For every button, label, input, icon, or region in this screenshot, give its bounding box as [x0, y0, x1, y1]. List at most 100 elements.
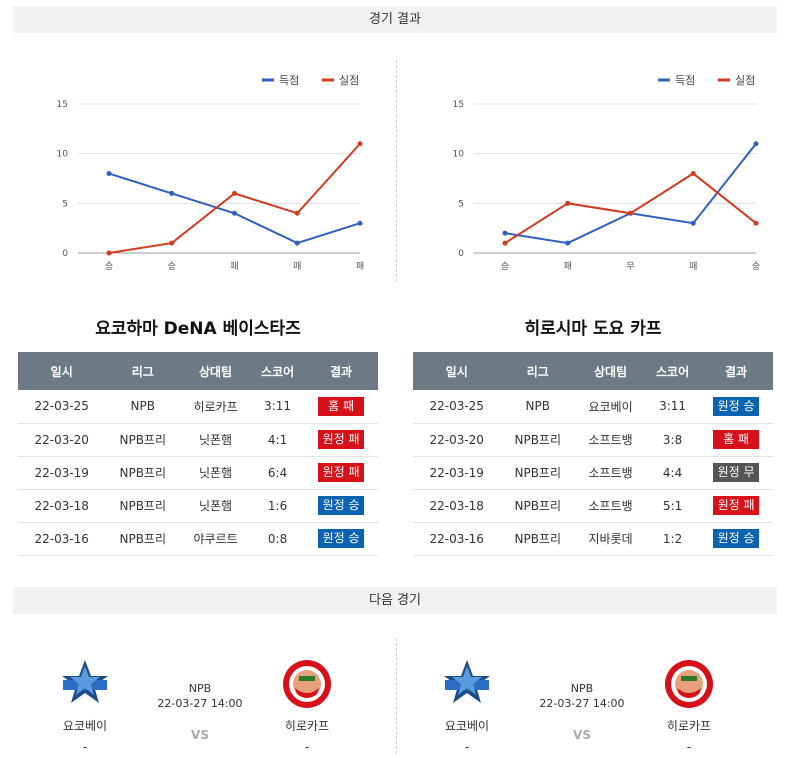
cell-opponent: 야쿠르트	[180, 522, 251, 556]
cell-date: 22-03-19	[413, 456, 501, 490]
data-point	[690, 171, 696, 177]
legend-label: 실점	[339, 74, 359, 87]
cell-opponent: 소프트뱅	[575, 423, 646, 457]
y-tick-label: 0	[458, 249, 464, 259]
cell-opponent: 닛폰햄	[180, 456, 251, 490]
y-tick-label: 0	[62, 249, 68, 259]
cell-result: 원정 무	[699, 456, 773, 490]
cell-score: 3:11	[250, 390, 305, 424]
data-point	[690, 220, 696, 226]
cell-opponent: 닛폰햄	[180, 423, 251, 457]
data-point	[628, 210, 633, 216]
cell-date: 22-03-19	[18, 456, 106, 490]
game-datetime: 22-03-27 14:00	[539, 697, 625, 710]
column-header: 리그	[500, 352, 576, 390]
home-team-name: 요코베이	[62, 719, 108, 733]
x-tick-label: 승	[501, 261, 509, 272]
cell-opponent: 지바롯데	[575, 522, 646, 556]
data-point	[565, 200, 571, 206]
home-team[interactable]: 요코베이 -	[40, 658, 130, 754]
data-point	[565, 240, 571, 246]
game-league: NPB	[188, 682, 212, 695]
cell-result: 원정 패	[304, 456, 378, 490]
x-tick-label: 패	[230, 261, 238, 272]
data-point	[106, 171, 112, 177]
y-tick-label: 10	[453, 150, 465, 160]
table-row: 22-03-19 NPB프리 소프트뱅 4:4 원정 무	[413, 456, 773, 490]
home-team[interactable]: 요코베이 -	[422, 658, 512, 754]
result-badge: 원정 무	[713, 463, 760, 482]
cell-date: 22-03-20	[413, 423, 501, 457]
team-title-right: 히로시마 도요 카프	[524, 319, 662, 339]
home-team-score: -	[464, 740, 470, 754]
table-row: 22-03-18 NPB프리 닛폰햄 1:6 원정 승	[18, 489, 378, 523]
result-badge: 원정 패	[713, 496, 760, 515]
table-row: 22-03-20 NPB프리 소프트뱅 3:8 홈 패	[413, 423, 773, 457]
baystars-logo-icon	[62, 660, 108, 703]
cell-opponent: 소프트뱅	[575, 489, 646, 523]
result-badge: 원정 패	[318, 430, 365, 449]
home-team-name: 요코베이	[444, 719, 490, 733]
game-league: NPB	[570, 682, 594, 695]
cell-league: NPB	[500, 390, 576, 424]
column-header: 리그	[105, 352, 181, 390]
table-row: 22-03-16 NPB프리 지바롯데 1:2 원정 승	[413, 522, 773, 556]
team-title-left: 요코하마 DeNA 베이스타즈	[95, 319, 301, 339]
cell-league: NPB프리	[105, 489, 181, 523]
column-header: 스코어	[645, 352, 700, 390]
cell-result: 홈 패	[699, 423, 773, 457]
away-team-score: -	[686, 740, 692, 754]
data-point	[169, 240, 175, 246]
cell-league: NPB	[105, 390, 181, 424]
away-team[interactable]: 히로카프 -	[262, 658, 352, 754]
cell-result: 원정 승	[304, 522, 378, 556]
vs-label: VS	[191, 728, 209, 742]
column-divider-next	[396, 638, 397, 754]
table-row: 22-03-25 NPB 히로카프 3:11 홈 패	[18, 390, 378, 424]
cell-date: 22-03-16	[413, 522, 501, 556]
column-header: 결과	[304, 352, 378, 390]
cell-opponent: 요코베이	[575, 390, 646, 424]
result-badge: 원정 패	[318, 463, 365, 482]
next-game-right: 요코베이 - NPB 22-03-27 14:00 VS 히로카프 -	[422, 658, 742, 758]
away-team[interactable]: 히로카프 -	[644, 658, 734, 754]
chart-left: 0 5 10 15 승 승 패 패 패 득점 실점	[0, 60, 396, 282]
cell-score: 1:6	[250, 489, 305, 523]
table-row: 22-03-16 NPB프리 야쿠르트 0:8 원정 승	[18, 522, 378, 556]
cell-score: 5:1	[645, 489, 700, 523]
column-header: 스코어	[250, 352, 305, 390]
data-point	[502, 240, 508, 246]
away-team-name: 히로카프	[284, 719, 330, 733]
cell-league: NPB프리	[500, 522, 576, 556]
cell-opponent: 히로카프	[180, 390, 251, 424]
result-badge: 원정 승	[713, 529, 760, 548]
cell-result: 홈 패	[304, 390, 378, 424]
cell-league: NPB프리	[500, 456, 576, 490]
x-tick-label: 승	[752, 261, 760, 272]
cell-date: 22-03-20	[18, 423, 106, 457]
results-table-right: 일시 리그 상대팀 스코어 결과 22-03-25 NPB 요코베이 3:11 원정 승 22-0…	[413, 352, 773, 556]
results-section-title: 경기 결과	[13, 6, 777, 33]
y-tick-label: 10	[57, 150, 69, 160]
result-badge: 원정 승	[318, 496, 365, 515]
table-header-row: 일시 리그 상대팀 스코어 결과	[18, 352, 378, 390]
x-tick-label: 무	[626, 261, 634, 272]
cell-date: 22-03-25	[18, 390, 106, 424]
column-header: 결과	[699, 352, 773, 390]
cell-league: NPB프리	[105, 522, 181, 556]
series-line	[108, 143, 361, 254]
table-row: 22-03-20 NPB프리 닛폰햄 4:1 원정 패	[18, 423, 378, 457]
away-team-name: 히로카프	[666, 719, 712, 733]
cell-result: 원정 승	[699, 390, 773, 424]
x-tick-label: 패	[356, 261, 364, 272]
game-datetime: 22-03-27 14:00	[157, 697, 243, 710]
cell-result: 원정 패	[304, 423, 378, 457]
baystars-logo-icon	[444, 660, 490, 703]
x-tick-label: 패	[689, 261, 697, 272]
legend-label: 득점	[279, 74, 299, 87]
x-tick-label: 승	[168, 261, 176, 272]
carp-logo-icon	[665, 660, 713, 708]
result-badge: 홈 패	[318, 396, 365, 416]
legend-label: 실점	[735, 74, 755, 87]
table-header-row: 일시 리그 상대팀 스코어 결과	[413, 352, 773, 390]
